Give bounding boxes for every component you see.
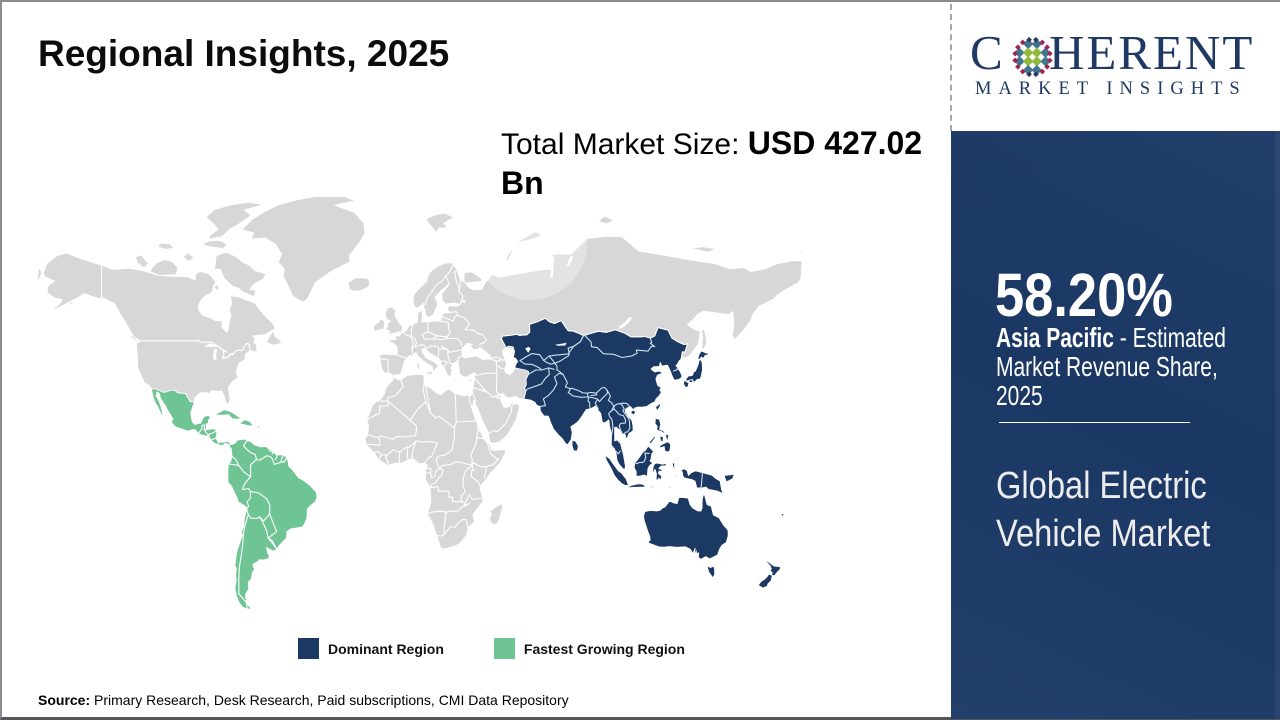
svg-text:C: C [970, 25, 1004, 80]
svg-text:HERENT: HERENT [1049, 25, 1254, 80]
svg-text:MARKET INSIGHTS: MARKET INSIGHTS [975, 79, 1247, 99]
